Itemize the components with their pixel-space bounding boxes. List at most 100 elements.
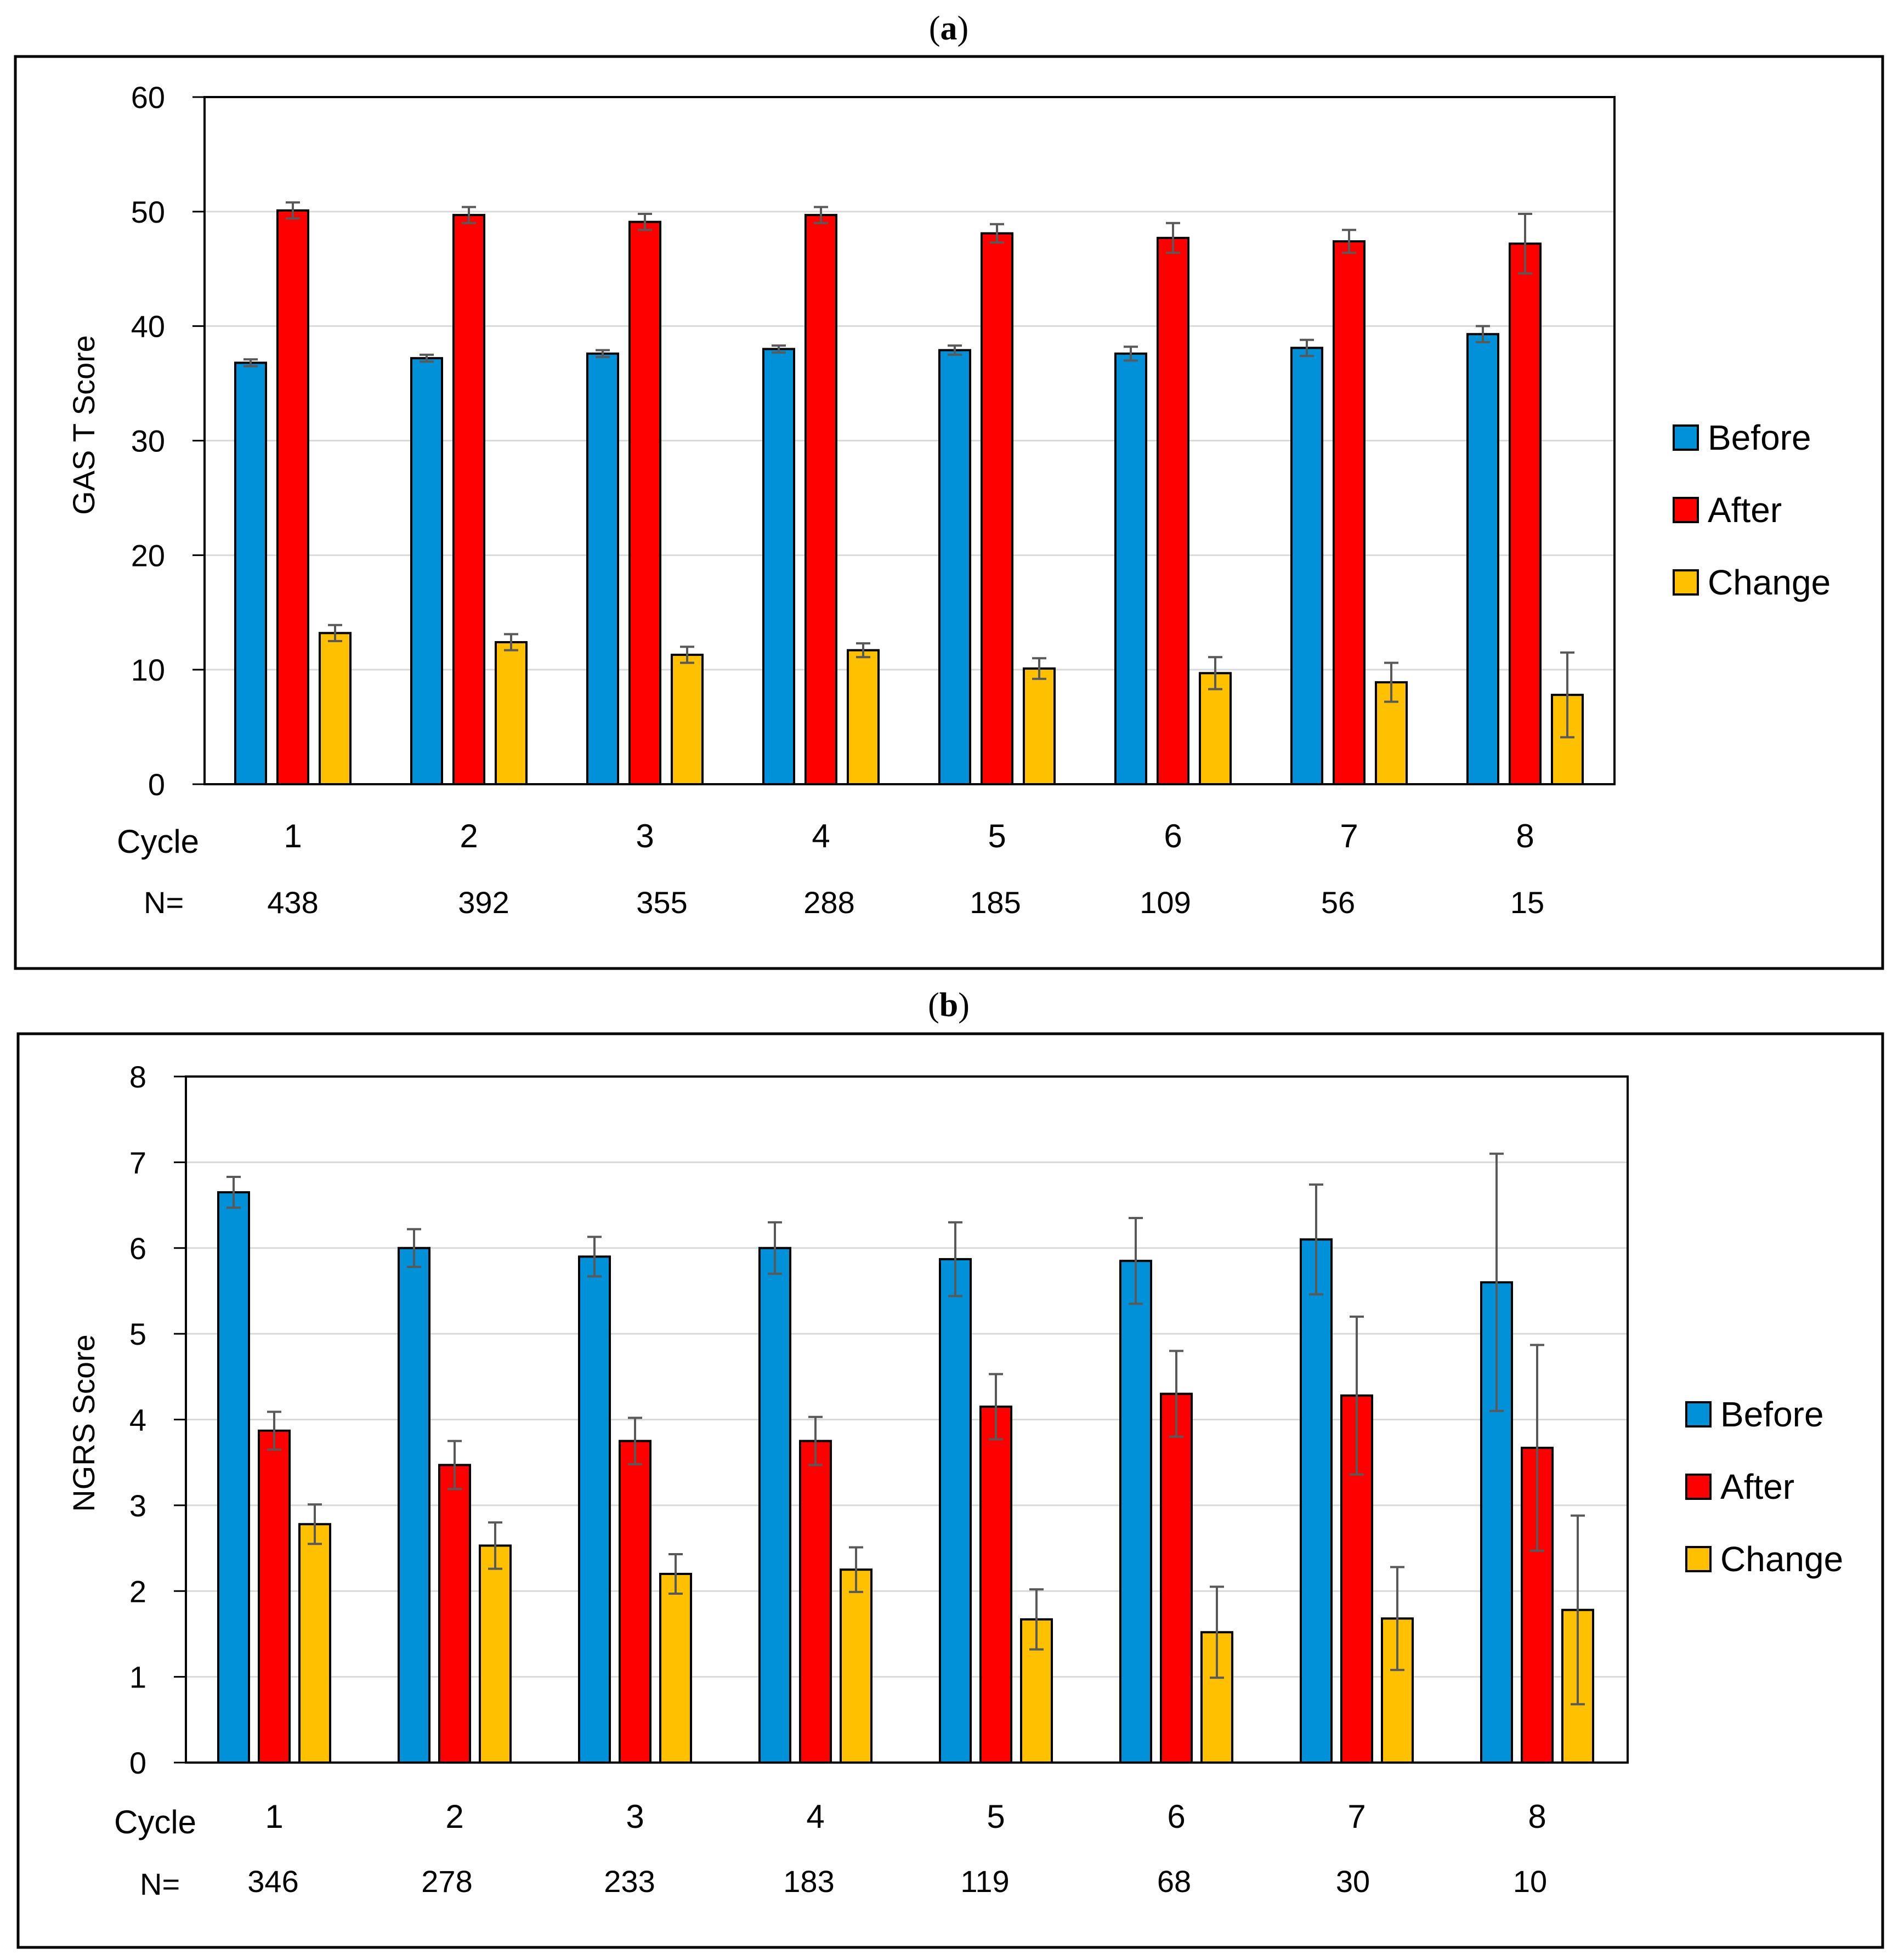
error-bar-after-cycle-6	[1169, 1350, 1183, 1438]
n-value: 68	[1157, 1864, 1191, 1899]
error-bar-before-cycle-3	[596, 349, 610, 359]
n-value: 185	[970, 885, 1021, 920]
panel-b-error-bars	[226, 1152, 1585, 1706]
bar-after-cycle-6	[1160, 1392, 1193, 1764]
bar-before-cycle-2	[398, 1247, 430, 1764]
error-bar-change-cycle-5	[1029, 1588, 1044, 1651]
x-tick-label: 6	[1164, 818, 1182, 854]
x-tick-label: 2	[460, 818, 478, 854]
error-bar-after-cycle-2	[462, 206, 476, 224]
error-bar-after-cycle-1	[267, 1410, 281, 1451]
n-value: 392	[458, 885, 509, 920]
panel-b-n-label: N=	[140, 1867, 180, 1901]
panel-a-letter: a	[940, 10, 958, 47]
error-bar-after-cycle-8	[1530, 1344, 1544, 1552]
n-value: 56	[1321, 885, 1355, 920]
error-bar-before-cycle-6	[1129, 1217, 1143, 1305]
bar-after-cycle-3	[628, 220, 661, 786]
error-bar-after-cycle-6	[1166, 222, 1180, 254]
bar-after-cycle-2	[438, 1464, 471, 1764]
y-tick-label: 10	[131, 653, 165, 687]
bar-change-cycle-2	[479, 1544, 512, 1764]
bar-before-cycle-4	[758, 1247, 791, 1764]
x-tick-label: 7	[1347, 1798, 1366, 1835]
bar-after-cycle-1	[276, 209, 309, 785]
legend-item-after: After	[1685, 1467, 1794, 1506]
legend-item-change: Change	[1673, 563, 1831, 602]
error-bar-change-cycle-2	[488, 1521, 502, 1570]
panel-a-y-axis-title: GAS T Score	[66, 335, 101, 515]
n-value: 278	[421, 1864, 472, 1899]
bar-change-cycle-5	[1023, 667, 1056, 786]
bar-before-cycle-5	[938, 349, 971, 785]
error-bar-after-cycle-4	[814, 206, 828, 224]
y-tick-label: 0	[129, 1746, 146, 1780]
error-bar-after-cycle-4	[808, 1415, 823, 1466]
error-bar-after-cycle-7	[1350, 1315, 1364, 1476]
bar-before-cycle-3	[586, 352, 619, 785]
x-tick-label: 1	[265, 1798, 283, 1835]
error-bar-change-cycle-4	[856, 642, 870, 659]
legend-label: Change	[1720, 1539, 1843, 1579]
legend-swatch	[1685, 1546, 1712, 1572]
y-tick-label: 20	[131, 538, 165, 573]
x-tick-label: 1	[284, 818, 302, 854]
n-value: 355	[636, 885, 687, 920]
n-value: 10	[1513, 1864, 1547, 1899]
y-tick-label: 5	[129, 1317, 146, 1351]
error-bar-after-cycle-1	[286, 201, 300, 220]
y-tick-label: 7	[129, 1145, 146, 1180]
error-bar-before-cycle-4	[768, 1221, 782, 1275]
legend-label: After	[1720, 1467, 1794, 1506]
legend-item-after: After	[1673, 490, 1782, 530]
x-tick-label: 4	[812, 818, 830, 854]
bar-after-cycle-6	[1157, 236, 1189, 785]
bar-after-cycle-4	[804, 214, 837, 785]
panel-b-label: (b)	[928, 987, 970, 1024]
bar-change-cycle-1	[298, 1523, 331, 1764]
legend-swatch	[1685, 1474, 1712, 1500]
n-value: 233	[604, 1864, 655, 1899]
legend-item-before: Before	[1673, 418, 1811, 457]
bar-before-cycle-1	[234, 361, 267, 785]
x-tick-label: 3	[626, 1798, 644, 1835]
error-bar-before-cycle-5	[948, 344, 962, 356]
bar-before-cycle-8	[1480, 1281, 1513, 1764]
y-tick-label: 30	[131, 424, 165, 458]
error-bar-change-cycle-8	[1571, 1514, 1585, 1706]
y-tick-label: 50	[131, 195, 165, 229]
error-bar-before-cycle-7	[1309, 1183, 1323, 1296]
panel-b-cycle-label: Cycle	[114, 1804, 196, 1840]
n-value: 183	[783, 1864, 834, 1899]
bar-before-cycle-2	[410, 357, 443, 785]
error-bar-after-cycle-2	[447, 1440, 462, 1491]
error-bar-after-cycle-5	[990, 223, 1004, 244]
error-bar-before-cycle-7	[1300, 338, 1314, 357]
error-bar-change-cycle-5	[1032, 657, 1046, 680]
y-tick-label: 8	[129, 1060, 146, 1094]
panel-b-legend: Before After Change	[1685, 1395, 1843, 1579]
n-value: 119	[960, 1864, 1009, 1899]
bar-before-cycle-4	[762, 348, 795, 785]
bar-change-cycle-4	[840, 1568, 872, 1764]
bar-before-cycle-1	[217, 1191, 250, 1764]
bar-change-cycle-1	[319, 632, 352, 785]
x-tick-label: 5	[987, 1798, 1005, 1835]
panel-b: (b) 0 1 2 3 4 5 6 7 8 NGRS Score Cycle N= 1 2 3 4 5 6…	[16, 987, 1884, 1949]
bar-after-cycle-7	[1333, 240, 1366, 785]
error-bar-change-cycle-7	[1384, 661, 1398, 703]
n-value: 438	[267, 885, 318, 920]
bar-before-cycle-6	[1114, 352, 1147, 785]
y-tick-label: 60	[131, 80, 165, 115]
panel-a-n-values: 438 392 355 288 185 109 56 15	[267, 885, 1544, 920]
panel-a-cycle-label: Cycle	[117, 823, 199, 860]
panel-a-frame	[14, 55, 1884, 970]
error-bar-before-cycle-6	[1124, 345, 1138, 362]
bar-before-cycle-6	[1119, 1260, 1152, 1764]
y-tick-label: 3	[129, 1488, 146, 1523]
bar-before-cycle-7	[1290, 347, 1323, 785]
y-tick-label: 4	[129, 1403, 146, 1437]
panel-b-y-axis-title: NGRS Score	[66, 1334, 101, 1512]
panel-a-label: (a)	[929, 10, 968, 47]
bar-after-cycle-1	[258, 1429, 291, 1764]
